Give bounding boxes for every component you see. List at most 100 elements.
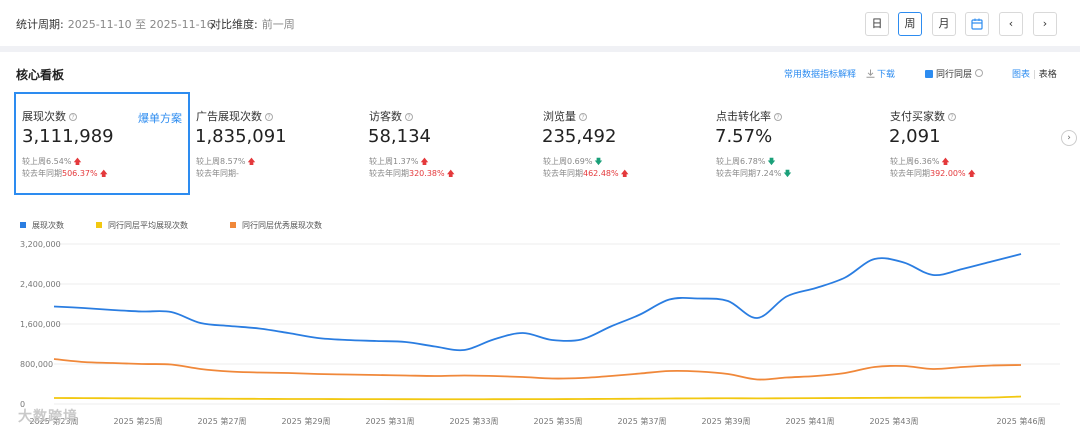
wow-text: 较上周8.57% 🡅 — [196, 156, 256, 170]
metric-value: 235,492 — [542, 126, 617, 147]
metric-card-ad-impressions[interactable]: 广告展现次数? 1,835,091 较上周8.57% 🡅 较去年同期- — [188, 92, 358, 195]
cards-next-button[interactable]: › — [1061, 130, 1077, 146]
wow-prefix: 较上周 — [22, 157, 46, 166]
metric-card-pageviews[interactable]: 浏览量? 235,492 较上周0.69% 🡇 较去年同期462.48% 🡅 — [535, 92, 705, 195]
x-tick-label: 2025 第39周 — [701, 416, 750, 426]
period-value[interactable]: 2025-11-10 至 2025-11-16 — [67, 18, 214, 31]
y-tick-label: 800,000 — [20, 360, 53, 369]
download-icon — [866, 69, 875, 78]
yoy-value: 7.24% — [756, 169, 782, 178]
prev-button[interactable]: ‹ — [999, 12, 1023, 36]
yoy-text: 较去年同期506.37% 🡅 — [22, 168, 108, 182]
wow-text: 较上周6.54% 🡅 — [22, 156, 82, 170]
wow-prefix: 较上周 — [196, 157, 220, 166]
calendar-button[interactable] — [965, 12, 989, 36]
metric-value: 3,111,989 — [22, 126, 114, 147]
down-arrow-icon: 🡇 — [783, 169, 792, 178]
month-button[interactable]: 月 — [932, 12, 956, 36]
help-icon — [975, 69, 984, 77]
wow-value: 0.69% — [567, 157, 593, 166]
y-tick-label: 2,400,000 — [20, 280, 61, 289]
legend-label: 同行同层优秀展现次数 — [242, 221, 322, 230]
metric-card-impressions[interactable]: 展现次数? 爆单方案 3,111,989 较上周6.54% 🡅 较去年同期506.… — [14, 92, 190, 195]
metric-label: 点击转化率 — [716, 110, 771, 123]
legend-item-peer-avg[interactable]: 同行同层平均展现次数 — [96, 220, 188, 231]
compare-value[interactable]: 前一周 — [261, 18, 295, 31]
day-button[interactable]: 日 — [865, 12, 889, 36]
yoy-prefix: 较去年同期 — [716, 169, 756, 178]
metric-help-link[interactable]: 常用数据指标解释 — [784, 70, 857, 80]
chart-grid — [54, 243, 1060, 405]
wow-value: 6.36% — [914, 157, 940, 166]
chart-series — [53, 253, 1022, 401]
legend-label: 同行同层平均展现次数 — [108, 221, 188, 230]
metric-card-visitors[interactable]: 访客数? 58,134 较上周1.37% 🡅 较去年同期320.38% 🡅 — [361, 92, 531, 195]
metric-label-wrap: 广告展现次数? — [196, 108, 273, 124]
help-icon: ? — [948, 113, 956, 121]
metric-label: 访客数 — [369, 110, 402, 123]
metric-label-wrap: 支付买家数? — [890, 108, 956, 124]
peer-toggle[interactable]: 同行同层 — [925, 67, 984, 80]
metric-card-buyers[interactable]: 支付买家数? 2,091 较上周6.36% 🡅 较去年同期392.00% 🡅 — [882, 92, 1052, 195]
yoy-value: 462.48% — [583, 169, 619, 178]
legend-item-peer-top[interactable]: 同行同层优秀展现次数 — [230, 220, 322, 231]
metric-value: 7.57% — [715, 126, 773, 147]
help-icon: ? — [405, 113, 413, 121]
period-label: 统计周期: — [16, 18, 64, 31]
metric-label: 广告展现次数 — [196, 110, 262, 123]
series-line-2 — [53, 358, 1022, 381]
yoy-prefix: 较去年同期 — [543, 169, 583, 178]
y-tick-label: 3,200,000 — [20, 240, 61, 249]
yoy-value: 506.37% — [62, 169, 98, 178]
peer-label: 同行同层 — [936, 70, 973, 80]
download-button[interactable]: 下载 — [866, 67, 895, 80]
next-button[interactable]: › — [1033, 12, 1057, 36]
wow-value: 1.37% — [393, 157, 419, 166]
yoy-text: 较去年同期7.24% 🡇 — [716, 168, 792, 182]
up-arrow-icon: 🡅 — [420, 157, 429, 166]
help-icon: ? — [579, 113, 587, 121]
legend-label: 展现次数 — [32, 221, 64, 230]
chart-view-tab[interactable]: 图表 — [1012, 70, 1031, 80]
checkbox-icon[interactable] — [925, 70, 933, 78]
yoy-prefix: 较去年同期 — [369, 169, 409, 178]
metric-label: 浏览量 — [543, 110, 576, 123]
yoy-value: - — [236, 169, 239, 178]
up-arrow-icon: 🡅 — [73, 157, 82, 166]
board-title: 核心看板 — [16, 68, 65, 82]
wow-prefix: 较上周 — [716, 157, 740, 166]
yoy-text: 较去年同期- — [196, 168, 239, 179]
chevron-left-icon: ‹ — [1008, 17, 1014, 30]
help-icon: ? — [265, 113, 273, 121]
yoy-value: 392.00% — [930, 169, 966, 178]
x-tick-label: 2025 第41周 — [785, 416, 834, 426]
x-tick-label: 2025 第31周 — [365, 416, 414, 426]
wow-text: 较上周6.36% 🡅 — [890, 156, 950, 170]
compare-filter: 对比维度: 前一周 — [210, 16, 295, 32]
filter-bar: 统计周期: 2025-11-10 至 2025-11-16 对比维度: 前一周 日 … — [0, 0, 1080, 46]
metric-label: 支付买家数 — [890, 110, 945, 123]
x-tick-label: 2025 第29周 — [281, 416, 330, 426]
legend-swatch — [96, 222, 102, 228]
up-arrow-icon: 🡅 — [620, 169, 629, 178]
yoy-prefix: 较去年同期 — [22, 169, 62, 178]
help-icon: ? — [774, 113, 782, 121]
wow-prefix: 较上周 — [369, 157, 393, 166]
series-line-0 — [53, 253, 1022, 352]
yoy-text: 较去年同期392.00% 🡅 — [890, 168, 976, 182]
help-icon: ? — [69, 113, 77, 121]
legend-swatch — [230, 222, 236, 228]
week-button[interactable]: 周 — [898, 12, 922, 36]
wow-value: 6.54% — [46, 157, 72, 166]
legend-item-impressions[interactable]: 展现次数 — [20, 220, 64, 231]
wow-value: 6.78% — [740, 157, 766, 166]
yoy-prefix: 较去年同期 — [196, 169, 236, 178]
x-tick-label: 2025 第37周 — [617, 416, 666, 426]
table-view-tab[interactable]: 表格 — [1038, 70, 1057, 80]
plan-link[interactable]: 爆单方案 — [138, 112, 182, 125]
metric-card-conversion[interactable]: 点击转化率? 7.57% 较上周6.78% 🡇 较去年同期7.24% 🡇 — [708, 92, 878, 195]
period-filter: 统计周期: 2025-11-10 至 2025-11-16 — [16, 16, 214, 32]
up-arrow-icon: 🡅 — [446, 169, 455, 178]
wow-text: 较上周0.69% 🡇 — [543, 156, 603, 170]
